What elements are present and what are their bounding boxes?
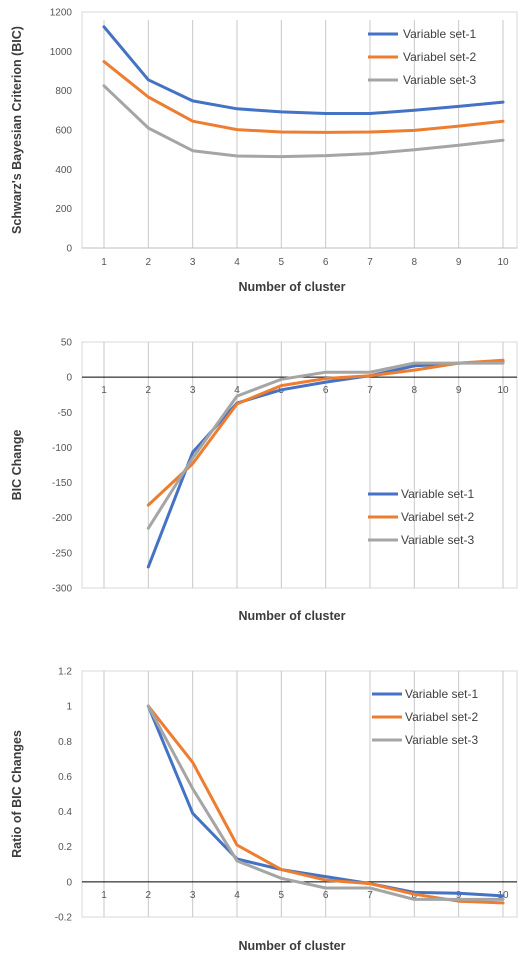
x-tick-label: 9 <box>456 257 462 268</box>
y-tick-label: 1000 <box>50 47 73 58</box>
y-tick-label: 1200 <box>50 8 73 19</box>
x-tick-label: 9 <box>456 385 462 396</box>
y-tick-label: -0.2 <box>55 913 73 924</box>
x-axis-title: Number of cluster <box>239 609 346 623</box>
x-tick-label: 6 <box>323 385 329 396</box>
x-tick-label: 6 <box>323 257 329 268</box>
y-tick-label: 0.4 <box>58 807 72 818</box>
legend-label-2: Variabel set-2 <box>403 50 476 64</box>
legend-label-2: Variabel set-2 <box>401 510 474 524</box>
legend-label-3: Variable set-3 <box>401 533 474 547</box>
plot-area <box>81 670 518 918</box>
x-tick-label: 3 <box>190 890 196 901</box>
y-axis-title: Ratio of BIC Changes <box>10 730 24 858</box>
x-tick-label: 4 <box>234 385 240 396</box>
y-tick-label: -300 <box>52 584 72 595</box>
x-tick-label: 4 <box>234 257 240 268</box>
legend-label-2: Variabel set-2 <box>405 710 478 724</box>
chart-1: 0 200 400 600 800 1000 1200 1 2 3 4 5 6 7 8 9 10 Variable… <box>10 8 518 294</box>
x-tick-label: 1 <box>101 890 107 901</box>
y-axis-title: BIC Change <box>10 430 24 501</box>
y-tick-label: 0 <box>66 244 72 255</box>
y-tick-label: 0 <box>66 373 72 384</box>
x-tick-label: 10 <box>497 257 509 268</box>
x-tick-label: 2 <box>146 257 152 268</box>
y-tick-label: 200 <box>55 204 72 215</box>
x-tick-label: 8 <box>412 257 418 268</box>
x-axis-title: Number of cluster <box>239 280 346 294</box>
x-tick-label: 2 <box>146 890 152 901</box>
x-tick-label: 10 <box>497 385 509 396</box>
y-tick-label: -200 <box>52 513 72 524</box>
x-tick-label: 7 <box>367 890 373 901</box>
plot-area <box>81 341 518 589</box>
y-tick-label: 0 <box>66 877 72 888</box>
x-tick-label: 1 <box>101 385 107 396</box>
y-tick-label: 1 <box>66 702 72 713</box>
y-tick-label: 0.8 <box>58 737 72 748</box>
x-tick-label: 5 <box>279 257 285 268</box>
x-axis-title: Number of cluster <box>239 939 346 953</box>
x-tick-label: 1 <box>101 257 107 268</box>
legend-label-3: Variable set-3 <box>403 73 476 87</box>
series-line-2 <box>102 60 505 134</box>
x-tick-label: 8 <box>412 385 418 396</box>
x-tick-label: 7 <box>367 385 373 396</box>
y-tick-label: -50 <box>58 408 73 419</box>
legend-label-1: Variable set-1 <box>403 27 476 41</box>
series-line-2 <box>146 358 505 507</box>
series-line-1 <box>146 704 505 898</box>
legend-label-1: Variable set-1 <box>405 687 478 701</box>
plot-area <box>81 11 518 249</box>
x-tick-label: 7 <box>367 257 373 268</box>
y-tick-label: 1.2 <box>58 667 72 678</box>
x-tick-label: 3 <box>190 385 196 396</box>
x-tick-label: 4 <box>234 890 240 901</box>
series-line-3 <box>146 704 505 901</box>
y-tick-label: 50 <box>61 338 73 349</box>
y-tick-label: 400 <box>55 165 72 176</box>
x-tick-label: 5 <box>279 890 285 901</box>
y-tick-label: 600 <box>55 126 72 137</box>
legend-label-1: Variable set-1 <box>401 487 474 501</box>
x-tick-label: 2 <box>146 385 152 396</box>
series-line-3 <box>102 84 505 159</box>
legend-label-3: Variable set-3 <box>405 733 478 747</box>
y-tick-label: 0.6 <box>58 772 72 783</box>
y-tick-label: 800 <box>55 86 72 97</box>
x-tick-label: 6 <box>323 890 329 901</box>
x-tick-label: 9 <box>456 890 462 901</box>
y-tick-label: -100 <box>52 443 72 454</box>
y-tick-label: 0.2 <box>58 842 72 853</box>
series-line-3 <box>146 361 505 530</box>
chart-3: 1.210.80.60.40.20-0.21 2 3 4 5 6 7 8 9 10Variable… <box>10 667 518 953</box>
x-tick-label: 3 <box>190 257 196 268</box>
y-tick-label: -250 <box>52 548 72 559</box>
series-line-1 <box>102 25 505 115</box>
y-tick-label: -150 <box>52 478 72 489</box>
y-axis-title: Schwarz's Bayesian Criterion (BIC) <box>10 26 24 234</box>
